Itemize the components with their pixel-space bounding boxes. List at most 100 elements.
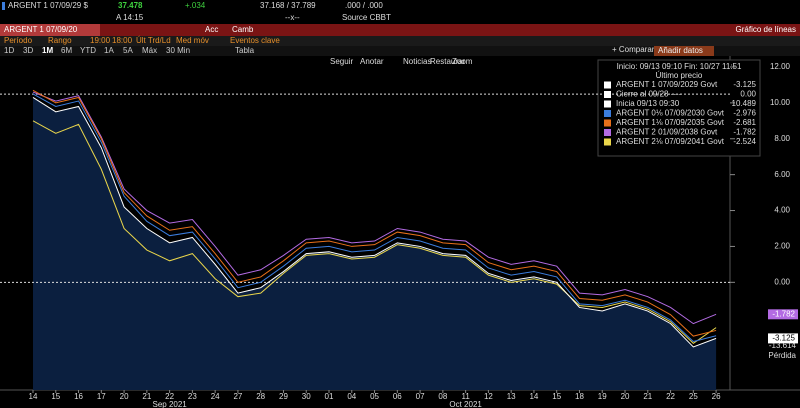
y-tick-label: 2.00 <box>774 242 790 251</box>
x-tick-label: 29 <box>279 392 288 401</box>
legend-value: -3.125 <box>733 80 756 89</box>
tool-button[interactable]: Noticias <box>403 57 431 66</box>
legend-label: ARGENT 0⅛ 07/09/2030 Govt <box>616 109 725 118</box>
x-tick-label: 04 <box>347 392 356 401</box>
add-data-box[interactable] <box>654 46 714 56</box>
x-tick-label: 14 <box>529 392 538 401</box>
legend-swatch <box>604 81 611 89</box>
series-line <box>32 91 717 325</box>
period-button[interactable]: 3D <box>23 46 33 55</box>
legend-value: 0.00 <box>740 90 756 99</box>
x-tick-label: 14 <box>29 392 38 401</box>
x-tick-label: 06 <box>393 392 402 401</box>
legend-label: ARGENT 1 07/09/2029 Govt <box>616 80 718 89</box>
title-bar <box>0 24 800 36</box>
x-tick-label: 28 <box>256 392 265 401</box>
price: 37.478 <box>118 1 143 10</box>
period-button[interactable]: 1A <box>104 46 114 55</box>
x-tick-label: 17 <box>97 392 106 401</box>
period-button[interactable]: 6M <box>61 46 72 55</box>
period-button[interactable]: 1D <box>4 46 14 55</box>
x-tick-label: 15 <box>552 392 561 401</box>
legend-swatch <box>604 91 611 98</box>
x-tick-label: 25 <box>689 392 698 401</box>
setting[interactable]: Eventos clave <box>230 36 280 45</box>
period-button[interactable]: Tabla <box>235 46 255 55</box>
legend-swatch <box>604 138 611 146</box>
period-button[interactable]: 5A <box>123 46 133 55</box>
x-tick-label: 21 <box>643 392 652 401</box>
x-tick-label: 05 <box>370 392 379 401</box>
y-tick-label: 6.00 <box>774 170 790 179</box>
tool-button[interactable]: Anotar <box>360 57 384 66</box>
y-tick-label: 4.00 <box>774 206 790 215</box>
x-tick-label: 20 <box>120 392 129 401</box>
setting[interactable]: Período <box>4 36 33 45</box>
ticker-mark <box>2 2 5 10</box>
setting[interactable]: Últ Trd/Ld <box>136 36 171 45</box>
extra-value: -13.614 <box>769 341 797 350</box>
series-line <box>32 97 717 348</box>
period-button[interactable]: 30 Min <box>166 46 190 55</box>
security-box <box>0 24 100 36</box>
legend-swatch <box>604 119 611 127</box>
ticker: ARGENT 1 07/09/29 $ <box>8 1 88 10</box>
yield: .000 / .000 <box>345 1 383 10</box>
x-tick-label: 18 <box>575 392 584 401</box>
series-line <box>32 120 717 344</box>
setting[interactable]: Med móv <box>176 36 209 45</box>
legend-title: Último precio <box>656 71 703 80</box>
legend-value: -2.976 <box>733 109 756 118</box>
x-tick-label: 22 <box>165 392 174 401</box>
x-tick-label: 11 <box>461 392 470 401</box>
value-badge <box>768 333 798 344</box>
x-tick-label: 20 <box>621 392 630 401</box>
y-tick-label: 10.00 <box>770 98 791 107</box>
legend-swatch <box>604 129 611 136</box>
setting[interactable]: 18:00 <box>112 36 133 45</box>
add-data-button[interactable]: Añadir datos <box>658 46 703 55</box>
compare-button[interactable]: + Comparar <box>612 45 655 54</box>
x-tick-label: 07 <box>416 392 425 401</box>
legend-box <box>597 59 761 157</box>
value-badge-label: -3.125 <box>772 334 795 343</box>
acc-button[interactable]: Acc <box>205 25 218 34</box>
x-tick-label: 26 <box>712 392 721 401</box>
period-button[interactable]: Máx <box>142 46 157 55</box>
x-tick-label: 27 <box>233 392 242 401</box>
settings-bar <box>0 36 800 46</box>
change: +.034 <box>185 1 206 10</box>
legend-label: Inicia 09/13 09:30 <box>616 99 680 108</box>
legend-label: ARGENT 2⅛ 07/09/2041 Govt <box>616 137 725 146</box>
tool-button[interactable]: Seguir <box>330 57 353 66</box>
x-tick-label: 30 <box>302 392 311 401</box>
x-tick-label: 19 <box>598 392 607 401</box>
restore-button[interactable]: Restaurar <box>430 57 465 66</box>
legend-swatch <box>604 110 611 117</box>
period-bar <box>0 46 800 56</box>
camb-button[interactable]: Camb <box>232 25 254 34</box>
setting[interactable]: Rango <box>48 36 72 45</box>
security: ARGENT 1 07/09/20 <box>4 25 78 34</box>
period-button[interactable]: 1M <box>42 46 53 55</box>
y-tick-label: 8.00 <box>774 134 790 143</box>
chart-kind: Gráfico de líneas <box>736 25 796 34</box>
x-tick-label: 15 <box>51 392 60 401</box>
legend-value: -2.681 <box>733 118 756 127</box>
setting[interactable]: 19:00 <box>90 36 111 45</box>
month-label: Sep 2021 <box>152 400 187 408</box>
tool-button[interactable]: Zoom <box>452 57 473 66</box>
bid-ask: 37.168 / 37.789 <box>260 1 316 10</box>
x-tick-label: 23 <box>188 392 197 401</box>
x-tick-label: 01 <box>325 392 334 401</box>
flag: --x-- <box>285 13 300 22</box>
value-badge-label: -1.782 <box>772 309 795 318</box>
area <box>33 97 717 390</box>
period-button[interactable]: YTD <box>80 46 96 55</box>
time: A 14:15 <box>116 13 144 22</box>
source: Source CBBT <box>342 13 391 22</box>
month-label: Oct 2021 <box>449 400 482 408</box>
legend-label: Cierre al 09/28 ---- <box>616 90 682 99</box>
